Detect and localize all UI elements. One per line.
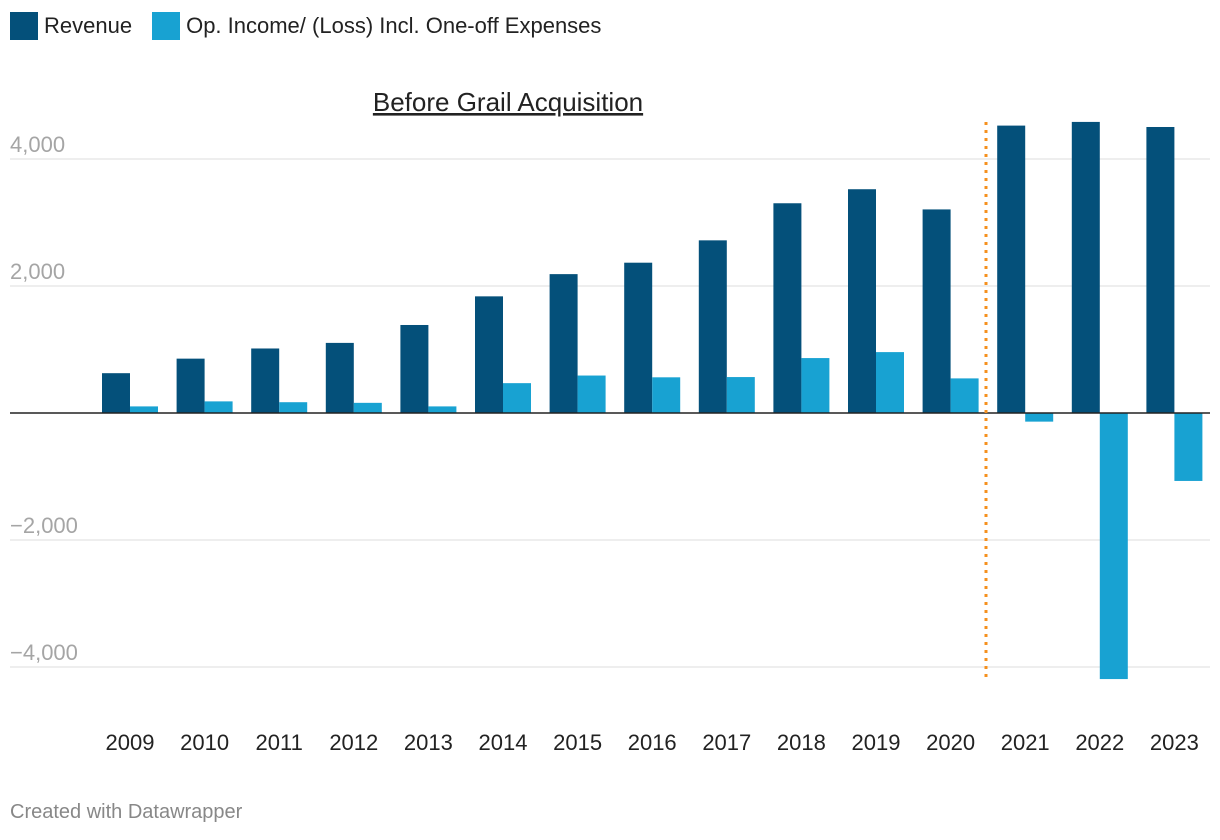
revenue-bar-2017	[698, 240, 727, 413]
op-income-bar-2021	[1025, 413, 1054, 422]
y-tick-label: −2,000	[10, 513, 78, 538]
revenue-bar-2016	[624, 262, 653, 413]
x-tick-label: 2019	[852, 730, 901, 755]
x-tick-label: 2023	[1150, 730, 1199, 755]
credit-footer: Created with Datawrapper	[10, 801, 243, 823]
revenue-bar-2020	[922, 209, 951, 413]
revenue-bar-2013	[400, 324, 429, 413]
revenue-bar-2018	[773, 203, 802, 413]
x-tick-label: 2017	[702, 730, 751, 755]
revenue-bar-2022	[1071, 121, 1100, 413]
x-tick-label: 2011	[256, 730, 303, 755]
x-tick-label: 2018	[777, 730, 826, 755]
op-income-bar-2015	[577, 375, 606, 413]
x-tick-label: 2020	[926, 730, 975, 755]
revenue-bar-2023	[1146, 126, 1175, 413]
op-income-swatch	[152, 12, 181, 40]
revenue-bar-2019	[848, 189, 876, 413]
x-tick-label: 2022	[1075, 730, 1124, 755]
legend-item-revenue: Revenue	[10, 12, 132, 40]
revenue-bar-2011	[251, 348, 280, 413]
legend-label-revenue: Revenue	[44, 13, 133, 38]
revenue-bar-2009	[102, 373, 130, 413]
op-income-bar-2009	[130, 406, 158, 413]
revenue-bar-2015	[549, 274, 578, 413]
x-tick-label: 2010	[180, 730, 229, 755]
op-income-bar-2010	[204, 401, 233, 413]
revenue-bar-2010	[176, 358, 205, 413]
x-tick-label: 2012	[329, 730, 378, 755]
op-income-bar-2023	[1174, 413, 1203, 481]
legend-label-op-income: Op. Income/ (Loss) Incl. One-off Expense…	[186, 13, 602, 38]
x-tick-label: 2009	[106, 730, 155, 755]
revenue-bar-2021	[997, 125, 1026, 413]
annotation-before-grail: Before Grail Acquisition	[373, 87, 643, 117]
x-tick-label: 2013	[404, 730, 453, 755]
legend: Revenue Op. Income/ (Loss) Incl. One-off…	[10, 12, 601, 40]
revenue-swatch	[10, 12, 38, 40]
revenue-bar-2012	[325, 342, 354, 413]
y-tick-label: −4,000	[10, 640, 78, 665]
op-income-bar-2019	[876, 352, 904, 413]
op-income-bar-2020	[950, 378, 979, 413]
op-income-bar-2011	[279, 402, 308, 413]
op-income-bar-2014	[503, 383, 531, 413]
op-income-bar-2013	[428, 406, 457, 413]
y-tick-label: 2,000	[10, 259, 65, 284]
y-tick-label: 4,000	[10, 132, 65, 157]
x-tick-label: 2015	[553, 730, 602, 755]
legend-item-op-income: Op. Income/ (Loss) Incl. One-off Expense…	[152, 12, 601, 40]
x-tick-label: 2014	[479, 730, 528, 755]
op-income-bar-2022	[1099, 413, 1128, 680]
op-income-bar-2017	[726, 377, 755, 413]
op-income-bar-2016	[652, 377, 681, 413]
x-tick-label: 2016	[628, 730, 677, 755]
op-income-bar-2018	[801, 358, 830, 413]
op-income-bar-2012	[353, 402, 382, 413]
revenue-bar-2014	[475, 296, 503, 413]
x-tick-label: 2021	[1001, 730, 1050, 755]
